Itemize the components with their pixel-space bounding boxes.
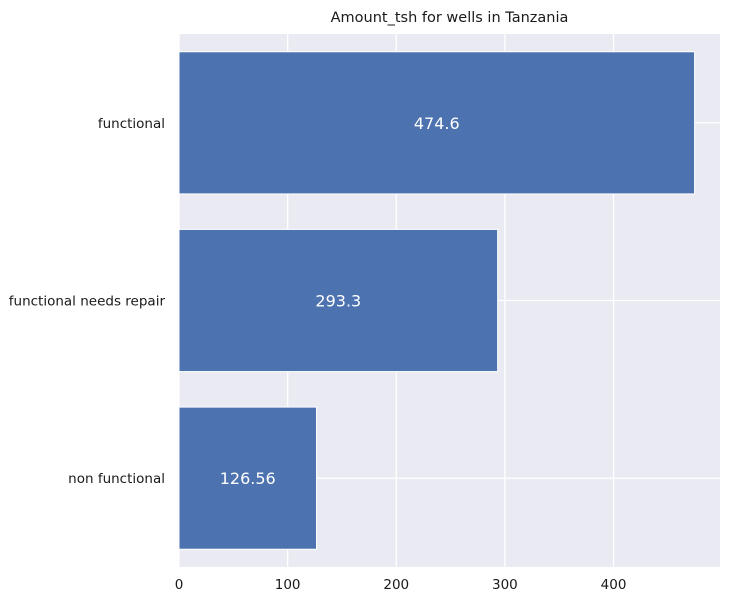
x-tick-label: 200	[383, 577, 409, 593]
bar-value-label: 293.3	[315, 292, 361, 311]
x-tick-label: 300	[492, 577, 518, 593]
bar-functional-needs-repair	[178, 228, 499, 373]
y-tick-label: functional	[98, 116, 165, 132]
x-tick-label: 100	[275, 577, 301, 593]
y-axis-tick-labels: functional functional needs repair non fun…	[9, 116, 166, 487]
x-tick-label: 0	[175, 577, 184, 593]
chart-title: Amount_tsh for wells in Tanzania	[331, 10, 569, 26]
bar-non-functional	[178, 406, 317, 550]
y-tick-label: non functional	[68, 471, 165, 487]
bar-functional	[178, 51, 696, 195]
bar-value-label: 474.6	[414, 114, 460, 133]
bars-group	[178, 51, 696, 550]
y-tick-label: functional needs repair	[9, 294, 166, 310]
bar-value-label: 126.56	[220, 469, 276, 488]
x-tick-label: 400	[601, 577, 627, 593]
x-axis-tick-labels: 0 100 200 300 400	[175, 577, 627, 593]
value-labels-group: 474.6 293.3 126.56	[220, 114, 460, 488]
